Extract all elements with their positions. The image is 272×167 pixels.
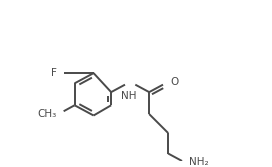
Text: O: O xyxy=(170,77,179,87)
Text: NH₂: NH₂ xyxy=(189,157,209,167)
Text: NH: NH xyxy=(121,91,137,101)
Text: F: F xyxy=(51,68,57,78)
Text: CH₃: CH₃ xyxy=(38,109,57,119)
